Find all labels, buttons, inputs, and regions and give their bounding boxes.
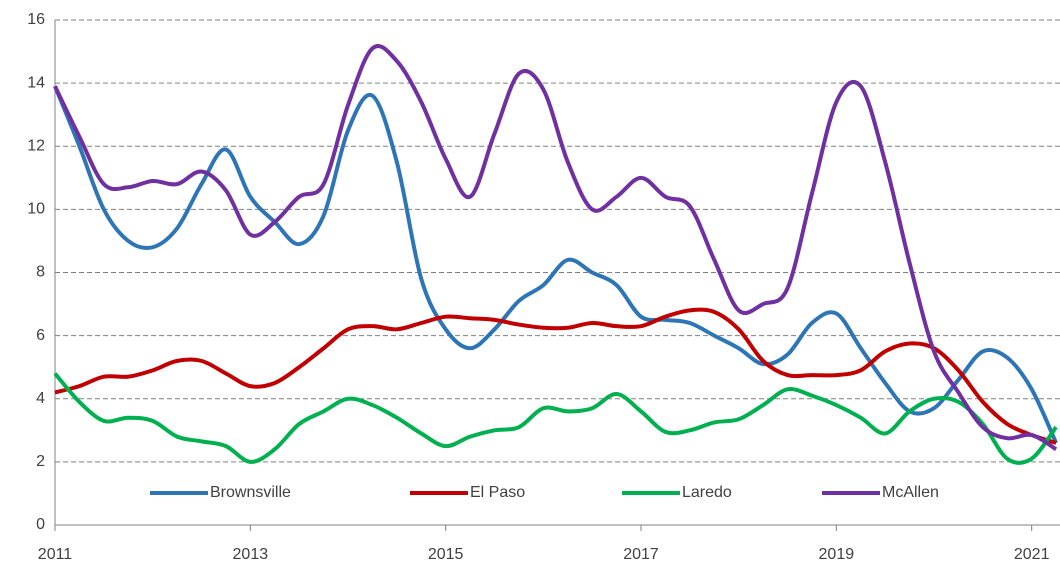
series-line	[54, 307, 1057, 445]
series-line	[53, 85, 1058, 444]
x-tick-label: 2017	[623, 546, 659, 563]
x-tick-label: 2015	[428, 546, 464, 563]
y-tick-label: 16	[27, 11, 45, 28]
y-tick-label: 0	[36, 516, 45, 533]
x-tick-label: 2013	[233, 546, 269, 563]
x-tick-label: 2021	[1014, 546, 1050, 563]
series-line	[53, 372, 1058, 465]
series-line	[53, 44, 1058, 451]
legend-label: El Paso	[470, 484, 525, 501]
legend-label: Laredo	[682, 484, 732, 501]
legend-label: McAllen	[882, 484, 939, 501]
y-tick-label: 2	[36, 453, 45, 470]
x-tick-label: 2011	[38, 546, 73, 563]
y-tick-label: 14	[27, 74, 45, 91]
x-tick-label: 2019	[819, 546, 855, 563]
y-tick-label: 8	[36, 264, 45, 281]
y-tick-label: 4	[36, 390, 45, 407]
y-tick-label: 10	[27, 201, 45, 218]
legend-label: Brownsville	[210, 484, 291, 501]
y-tick-label: 12	[27, 137, 45, 154]
y-tick-label: 6	[36, 327, 45, 344]
